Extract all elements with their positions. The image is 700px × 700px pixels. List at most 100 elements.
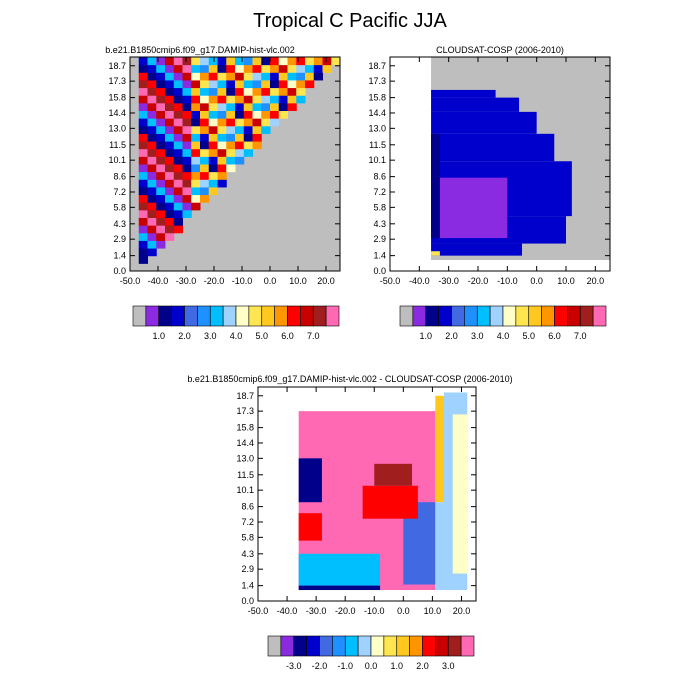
heatmap-cell <box>217 141 227 150</box>
obs-axis-ytick-label: 11.5 <box>369 140 386 150</box>
heatmap-cell <box>243 148 253 157</box>
heatmap-cell <box>217 95 227 104</box>
diff-axis-ytick-label: 14.4 <box>236 438 254 448</box>
heatmap-cell <box>278 64 288 73</box>
heatmap-cell <box>226 148 236 157</box>
heatmap-cell <box>182 64 192 73</box>
heatmap-cell <box>217 64 227 73</box>
colorbar-diff-label: 2.0 <box>416 661 429 671</box>
heatmap-cell <box>200 87 210 96</box>
heatmap-cell <box>165 148 175 157</box>
colorbar-diff-swatch <box>280 635 295 657</box>
colorbar-model-label: 6.0 <box>281 331 294 341</box>
heatmap-cell <box>235 102 245 111</box>
heatmap-cell <box>173 209 183 218</box>
colorbar-diff-swatch <box>460 635 475 657</box>
heatmap-cell <box>226 141 236 150</box>
heatmap-cell <box>208 95 218 104</box>
colorbar-model-swatch <box>274 305 288 327</box>
heatmap-cell <box>165 141 175 150</box>
heatmap-cell <box>278 57 288 66</box>
colorbar-model-label: 2.0 <box>178 331 191 341</box>
colorbar-model-swatch <box>132 305 147 327</box>
figure-title: Tropical C Pacific JJA <box>253 10 447 32</box>
heatmap-cell <box>200 156 210 165</box>
heatmap-cell <box>156 133 166 142</box>
heatmap-cell <box>165 225 175 234</box>
heatmap-cell <box>173 125 183 134</box>
heatmap-cell <box>435 502 445 591</box>
colorbar-model-swatch <box>171 305 185 327</box>
heatmap-cell <box>431 133 555 162</box>
heatmap-cell <box>138 118 148 127</box>
heatmap-cell <box>156 95 166 104</box>
heatmap-cell <box>296 64 306 73</box>
heatmap-cell <box>208 79 218 89</box>
diff-axis-ytick-label: 13.0 <box>236 453 254 463</box>
colorbar-obs-label: 4.0 <box>497 331 510 341</box>
heatmap-cell <box>156 110 166 119</box>
obs-axis-ytick-label: 17.3 <box>368 76 386 86</box>
heatmap-cell <box>270 95 280 104</box>
heatmap-cell <box>296 72 306 81</box>
diff-axis-xtick-label: 20.0 <box>453 606 471 616</box>
heatmap-cell <box>182 179 192 188</box>
heatmap-cell <box>191 110 201 119</box>
heatmap-cell <box>173 102 183 111</box>
heatmap-cell <box>165 72 175 81</box>
heatmap-cell <box>208 179 218 188</box>
heatmap-cell <box>217 57 227 66</box>
colorbar-model-swatch <box>325 305 340 327</box>
colorbar-diff-swatch <box>396 635 410 657</box>
heatmap-cell <box>252 95 262 104</box>
colorbar-diff-swatch <box>409 635 423 657</box>
diff-axis-ytick-label: 4.3 <box>241 549 254 559</box>
heatmap-cell <box>156 102 166 111</box>
heatmap-cell <box>252 110 262 119</box>
heatmap-cell <box>226 164 236 173</box>
heatmap-cell <box>200 110 210 119</box>
heatmap-cell <box>235 72 245 81</box>
heatmap-cell <box>138 156 148 165</box>
heatmap-cell <box>138 164 148 173</box>
obs-axis-ytick-label: 18.7 <box>368 61 386 71</box>
heatmap-cell <box>182 148 192 157</box>
heatmap-cell <box>156 240 166 249</box>
heatmap-cell <box>147 240 157 249</box>
heatmap-cell <box>252 57 262 66</box>
heatmap-cell <box>287 102 297 111</box>
heatmap-cell <box>452 414 468 574</box>
heatmap-cell <box>165 118 175 127</box>
heatmap-cell <box>270 79 280 89</box>
heatmap-cell <box>200 79 210 89</box>
heatmap-cell <box>138 202 148 211</box>
heatmap-cell <box>173 194 183 203</box>
heatmap-cell <box>313 57 323 66</box>
heatmap-cell <box>173 133 183 142</box>
diff-axis-ytick-label: 15.8 <box>236 423 254 433</box>
heatmap-cell <box>147 209 157 218</box>
heatmap-cell <box>138 248 148 257</box>
heatmap-cell <box>191 79 201 89</box>
heatmap-cell <box>138 186 148 196</box>
heatmap-cell <box>305 64 315 73</box>
heatmap-cell <box>208 72 218 81</box>
heatmap-cell <box>165 102 175 111</box>
heatmap-cell <box>147 72 157 81</box>
heatmap-cell <box>278 87 288 96</box>
heatmap-cell <box>298 553 381 586</box>
heatmap-cell <box>147 64 157 73</box>
diff-axis-xtick-label: 10.0 <box>424 606 442 616</box>
heatmap-cell <box>191 118 201 127</box>
diff-axis-xtick-label: -40.0 <box>277 606 298 616</box>
colorbar-model-swatch <box>248 305 263 327</box>
colorbar-diff-swatch <box>306 635 320 657</box>
obs-axis-ytick-label: 2.9 <box>373 234 386 244</box>
heatmap-cell <box>138 95 148 104</box>
heatmap-cell <box>431 111 537 134</box>
heatmap-cell <box>191 194 201 203</box>
heatmap-cell <box>156 79 166 89</box>
diff-axis-ytick-label: 8.6 <box>241 502 254 512</box>
heatmap-cell <box>182 164 192 173</box>
heatmap-cell <box>138 87 148 96</box>
